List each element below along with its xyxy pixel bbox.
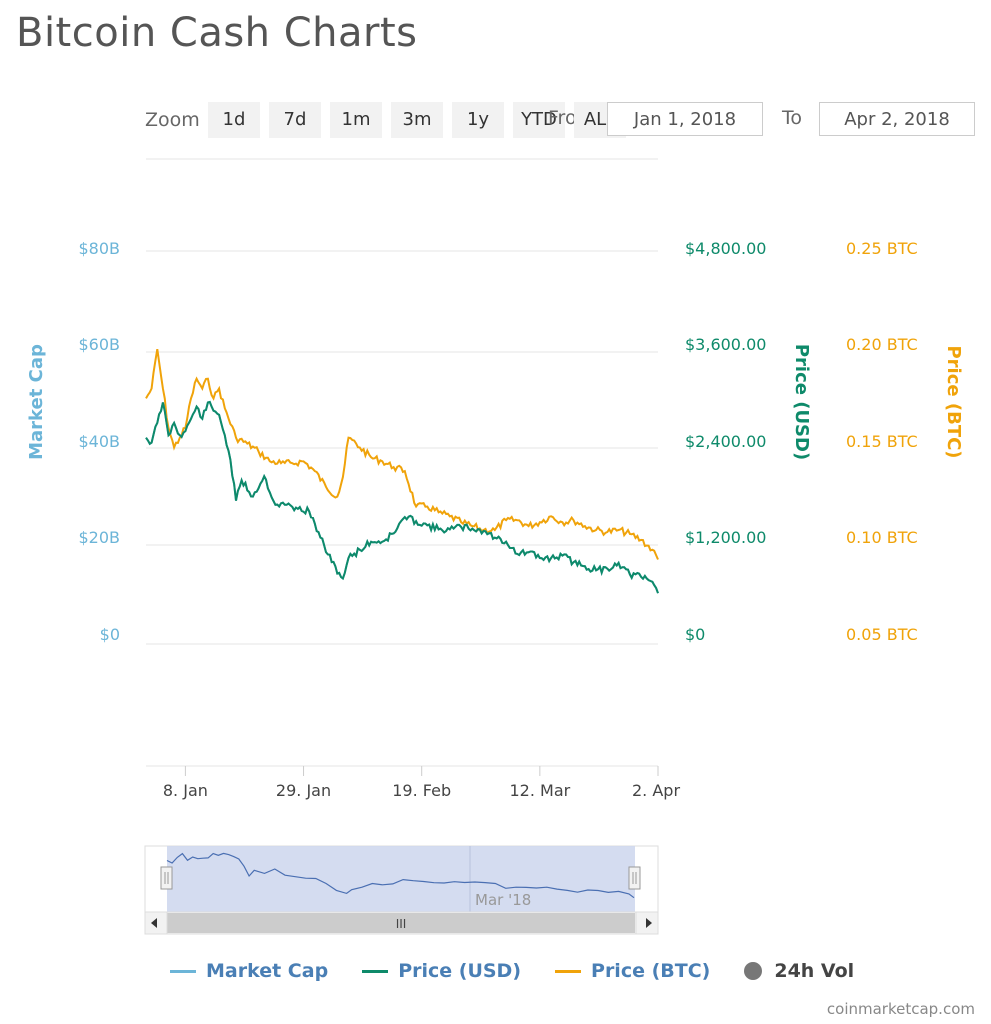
to-date-input[interactable]: Apr 2, 2018: [819, 102, 975, 136]
navigator-handle-right[interactable]: [628, 866, 641, 890]
scrollbar-grip-icon: III: [396, 917, 407, 931]
legend-swatch: [170, 969, 196, 973]
legend-swatch: [555, 969, 582, 973]
price-btc-tick: 0.20 BTC: [846, 335, 918, 354]
navigator-selected-range[interactable]: [167, 846, 635, 912]
price-usd-tick: $3,600.00: [685, 335, 766, 354]
zoom-button-7d[interactable]: 7d: [269, 102, 321, 138]
series-line-price-usd: [145, 400, 659, 594]
market-cap-tick: $80B: [78, 239, 120, 258]
price-usd-tick: $0: [685, 625, 705, 644]
x-tick-label: 12. Mar: [509, 781, 570, 800]
legend-item-market-cap[interactable]: Market Cap: [170, 960, 328, 982]
price-btc-tick: 0.25 BTC: [846, 239, 918, 258]
zoom-button-1d[interactable]: 1d: [208, 102, 260, 138]
legend-label: Market Cap: [206, 960, 329, 982]
right-arrow-icon: [646, 918, 652, 928]
series-line-price-btc: [145, 349, 659, 560]
market-cap-axis: $80B $60B $40B $20B $0 Market Cap: [26, 239, 120, 644]
navigator-label: Mar '18: [475, 891, 531, 909]
legend-item-24h-vol[interactable]: 24h Vol: [744, 960, 854, 982]
scrollbar-thumb[interactable]: [167, 913, 635, 933]
price-btc-tick: 0.10 BTC: [846, 528, 918, 547]
zoom-button-ytd[interactable]: YTD: [513, 102, 565, 138]
navigator-series-line: [166, 852, 635, 899]
price-usd-tick: $4,800.00: [685, 239, 766, 258]
market-cap-tick: $40B: [78, 432, 120, 451]
x-tick-label: 19. Feb: [392, 781, 451, 800]
legend-swatch: [362, 969, 389, 973]
to-label: To: [782, 107, 803, 129]
market-cap-tick: $20B: [78, 528, 120, 547]
market-cap-axis-title: Market Cap: [26, 344, 47, 460]
page-title: Bitcoin Cash Charts: [16, 10, 418, 56]
navigator-scrollbar[interactable]: III: [144, 911, 659, 935]
price-btc-axis-title: Price (BTC): [943, 345, 964, 458]
zoom-button-1m[interactable]: 1m: [330, 102, 382, 138]
market-cap-tick: $60B: [78, 335, 120, 354]
zoom-button-3m[interactable]: 3m: [391, 102, 443, 138]
x-tick-label: 29. Jan: [276, 781, 331, 800]
navigator-handle-left[interactable]: [160, 866, 173, 890]
price-usd-axis-title: Price (USD): [791, 344, 812, 460]
market-cap-tick: $0: [100, 625, 120, 644]
x-tick-label: 8. Jan: [163, 781, 208, 800]
price-usd-tick: $1,200.00: [685, 528, 766, 547]
price-btc-axis: 0.25 BTC 0.20 BTC 0.15 BTC 0.10 BTC 0.05…: [846, 239, 964, 644]
legend: Market Cap Price (USD) Price (BTC) 24h V…: [170, 960, 888, 982]
price-usd-tick: $2,400.00: [685, 432, 766, 451]
grid-lines: [146, 158, 658, 767]
zoom-label: Zoom: [145, 109, 200, 131]
source-credit: coinmarketcap.com: [826, 1000, 975, 1018]
x-axis: 8. Jan 29. Jan 19. Feb 12. Mar 2. Apr: [163, 766, 680, 800]
price-usd-axis: $4,800.00 $3,600.00 $2,400.00 $1,200.00 …: [685, 239, 812, 644]
chart-area: $80B $60B $40B $20B $0 Market Cap $4,800…: [26, 158, 964, 935]
from-date-input[interactable]: Jan 1, 2018: [607, 102, 763, 136]
legend-item-price-btc[interactable]: Price (BTC): [555, 960, 710, 982]
series-group: [145, 349, 659, 594]
navigator[interactable]: Mar '18: [144, 845, 659, 913]
price-btc-tick: 0.05 BTC: [846, 625, 918, 644]
legend-label: 24h Vol: [774, 960, 855, 982]
legend-item-price-usd[interactable]: Price (USD): [362, 960, 521, 982]
x-tick-label: 2. Apr: [632, 781, 680, 800]
legend-label: Price (BTC): [591, 960, 711, 982]
legend-swatch: [744, 962, 763, 980]
price-btc-tick: 0.15 BTC: [846, 432, 918, 451]
left-arrow-icon: [151, 918, 157, 928]
legend-label: Price (USD): [398, 960, 522, 982]
zoom-button-1y[interactable]: 1y: [452, 102, 504, 138]
